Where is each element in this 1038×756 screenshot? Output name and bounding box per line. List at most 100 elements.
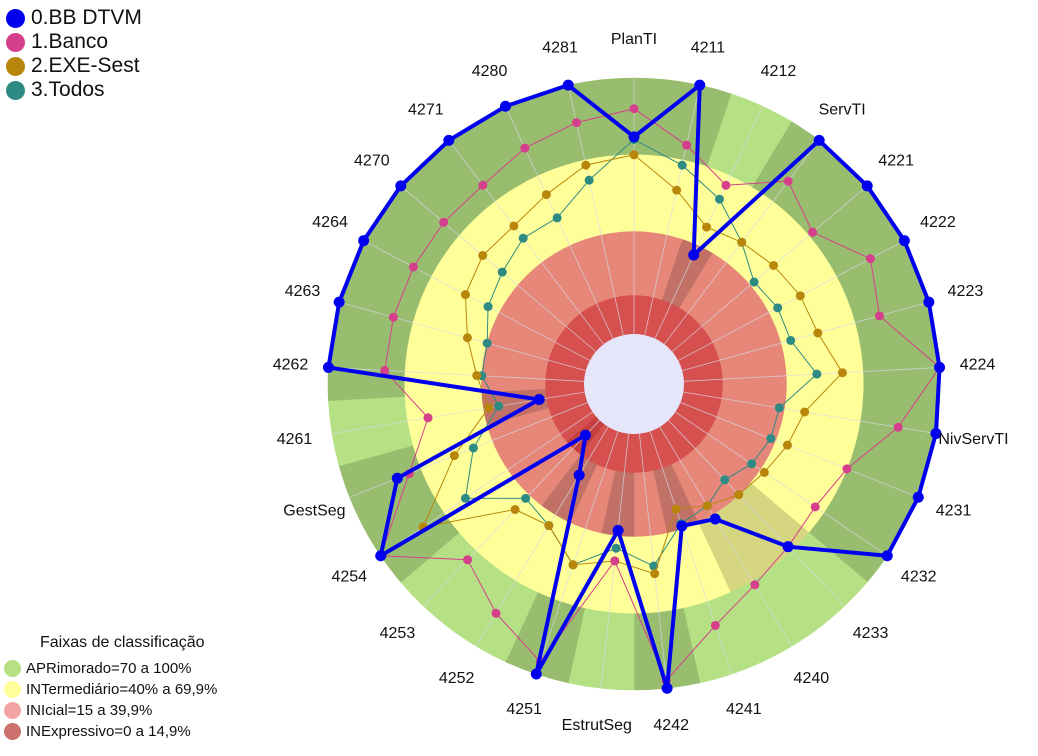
- point-2-exe-sest-4232: [759, 467, 769, 477]
- point-2-exe-sest-servti: [737, 237, 747, 247]
- point-2-exe-sest-4262: [472, 370, 482, 380]
- point-3-todos-4223: [786, 335, 796, 345]
- point-2-exe-sest-4222: [795, 291, 805, 301]
- category-label-4212: 4212: [761, 63, 797, 80]
- category-label-4252: 4252: [439, 670, 475, 687]
- point-3-todos-estrutseg: [611, 543, 621, 553]
- point-1-banco-4231: [842, 464, 852, 474]
- point-3-todos-gestseg: [468, 443, 478, 453]
- spoke-4233: [668, 420, 845, 607]
- spoke-gestseg: [349, 402, 588, 498]
- point-2-exe-sest-nivservti: [800, 407, 810, 417]
- category-label-4241: 4241: [726, 701, 762, 718]
- point-1-banco-4241: [710, 620, 720, 630]
- point-1-banco-servti: [783, 176, 793, 186]
- point-0-bb-dtvm-servti: [813, 134, 825, 146]
- band-legend-item-ini: INIcial=15 a 39,9%: [4, 700, 217, 721]
- category-label-4233: 4233: [853, 625, 889, 642]
- point-2-exe-sest-4221: [769, 260, 779, 270]
- category-label-4261: 4261: [277, 431, 313, 448]
- category-label-4231: 4231: [936, 503, 972, 520]
- point-0-bb-dtvm-4270: [395, 180, 407, 192]
- band-label-inex: INExpressivo=0 a 14,9%: [26, 723, 191, 740]
- point-0-bb-dtvm-4232: [881, 550, 893, 562]
- point-0-bb-dtvm-4231: [912, 491, 924, 503]
- legend-marker-banco: [6, 32, 25, 52]
- point-3-todos-nivservti: [774, 403, 784, 413]
- band-marker-int: [4, 681, 21, 698]
- band-legend-item-apr: APRimorado=70 a 100%: [4, 658, 217, 679]
- point-2-exe-sest-4231: [782, 440, 792, 450]
- point-0-bb-dtvm-4242: [661, 682, 673, 694]
- point-0-bb-dtvm-4261: [533, 394, 545, 406]
- point-0-bb-dtvm-4251: [530, 668, 542, 680]
- spoke-4224: [683, 367, 940, 382]
- point-3-todos-4231: [766, 434, 776, 444]
- band-label-ini: INIcial=15 a 39,9%: [26, 702, 153, 719]
- point-3-todos-4270: [497, 267, 507, 277]
- legend-label-exe-sest: 2.EXE-Sest: [31, 54, 140, 77]
- series-line-3-todos: [464, 138, 818, 567]
- spoke-4262: [328, 367, 585, 382]
- legend-label-bb-dtvm: 0.BB DTVM: [31, 6, 142, 29]
- spoke-4271: [448, 140, 605, 345]
- point-1-banco-4280: [520, 143, 530, 153]
- point-2-exe-sest-4252: [544, 521, 554, 531]
- category-label-gestseg: GestSeg: [283, 503, 345, 520]
- bands-legend-title: Faixas de classificação: [40, 634, 205, 651]
- category-label-4223: 4223: [948, 283, 984, 300]
- spoke-4232: [675, 411, 888, 557]
- point-2-exe-sest-4242: [650, 569, 660, 579]
- point-3-todos-4261: [494, 401, 504, 411]
- spoke-4270: [400, 185, 597, 352]
- category-label-4221: 4221: [878, 153, 914, 170]
- point-0-bb-dtvm-planti: [628, 131, 640, 143]
- point-1-banco-4271: [478, 180, 488, 190]
- point-1-banco-4240: [750, 580, 760, 590]
- category-label-4224: 4224: [960, 357, 996, 374]
- category-label-4240: 4240: [794, 670, 830, 687]
- point-0-bb-dtvm-nivservti: [930, 428, 942, 440]
- point-2-exe-sest-4224: [837, 368, 847, 378]
- point-3-todos-4221: [749, 277, 759, 287]
- point-2-exe-sest-4280: [541, 190, 551, 200]
- point-2-exe-sest-4263: [462, 333, 472, 343]
- point-2-exe-sest-4281: [581, 160, 591, 170]
- point-1-banco-estrutseg: [610, 556, 620, 566]
- point-0-bb-dtvm-4280: [500, 100, 512, 112]
- point-0-bb-dtvm-4240: [709, 513, 721, 525]
- point-1-banco-planti: [629, 104, 639, 114]
- spoke-4242: [639, 433, 668, 689]
- category-label-4222: 4222: [920, 214, 956, 231]
- spoke-4253: [423, 420, 600, 607]
- spoke-4240: [659, 426, 793, 647]
- category-label-4271: 4271: [408, 101, 444, 118]
- category-label-4254: 4254: [331, 568, 367, 585]
- spoke-4231: [680, 402, 919, 498]
- point-3-todos-4211: [677, 160, 687, 170]
- point-0-bb-dtvm-4281: [562, 79, 574, 91]
- band-legend-item-int: INTermediário=40% a 69,9%: [4, 679, 217, 700]
- point-1-banco-4211: [682, 140, 692, 150]
- point-1-banco-4223: [875, 311, 885, 321]
- spoke-4212: [654, 106, 763, 339]
- legend-marker-todos: [6, 80, 25, 100]
- point-0-bb-dtvm-4264: [358, 235, 370, 247]
- category-label-4253: 4253: [380, 625, 416, 642]
- center-disc: [584, 334, 684, 434]
- point-2-exe-sest-4251: [568, 560, 578, 570]
- category-label-4280: 4280: [472, 63, 508, 80]
- spoke-4241: [649, 431, 733, 675]
- point-3-todos-4254: [460, 493, 470, 503]
- point-3-todos-4224: [812, 369, 822, 379]
- point-0-bb-dtvm-4253: [580, 429, 592, 441]
- point-2-exe-sest-4240: [702, 501, 712, 511]
- point-3-todos-4281: [584, 175, 594, 185]
- category-label-4242: 4242: [653, 717, 689, 734]
- category-label-4232: 4232: [901, 568, 937, 585]
- spoke-4254: [380, 411, 593, 557]
- bands-legend: Faixas de classificação APRimorado=70 a …: [4, 634, 217, 742]
- point-2-exe-sest-4253: [510, 505, 520, 515]
- band-label-int: INTermediário=40% a 69,9%: [26, 681, 218, 698]
- band-marker-ini: [4, 702, 21, 719]
